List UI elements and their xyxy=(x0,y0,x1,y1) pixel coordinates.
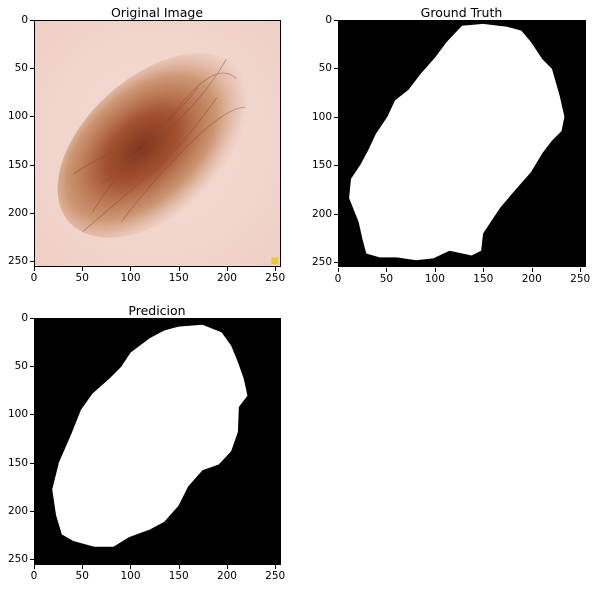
y-tick-label: 0 xyxy=(21,14,28,26)
x-tick-label: 0 xyxy=(30,272,38,284)
prediction-mask xyxy=(35,319,280,564)
y-tick-mark xyxy=(30,559,34,561)
y-tick-label: 50 xyxy=(318,62,332,75)
x-tick-mark xyxy=(386,268,388,272)
ground-truth-mask xyxy=(339,21,585,266)
panel-title-ground-truth: Ground Truth xyxy=(420,5,503,20)
y-tick-mark xyxy=(30,116,34,118)
lesion-texture xyxy=(73,59,246,232)
x-tick-mark xyxy=(82,267,84,271)
y-tick-label: 100 xyxy=(7,408,28,421)
y-tick-label: 200 xyxy=(7,504,28,517)
y-tick-label: 50 xyxy=(14,62,28,75)
x-tick-mark xyxy=(34,565,35,569)
y-tick-mark xyxy=(30,510,34,512)
x-tick-mark xyxy=(130,565,132,569)
y-tick-mark xyxy=(30,462,34,464)
x-tick-label: 50 xyxy=(379,273,394,285)
x-tick-mark xyxy=(178,267,180,271)
y-tick-label: 150 xyxy=(311,159,332,172)
y-tick-mark xyxy=(30,164,34,166)
y-tick-mark xyxy=(30,20,34,21)
x-tick-mark xyxy=(130,267,132,271)
x-tick-mark xyxy=(434,268,436,272)
panel-title-original: Original Image xyxy=(110,5,204,20)
x-tick-label: 150 xyxy=(168,272,189,284)
x-tick-label: 100 xyxy=(120,570,141,582)
y-tick-mark xyxy=(334,116,338,118)
x-tick-mark xyxy=(226,267,228,271)
x-tick-label: 200 xyxy=(216,272,237,284)
y-tick-label: 0 xyxy=(325,14,332,26)
x-tick-label: 250 xyxy=(570,273,591,285)
y-tick-label: 250 xyxy=(311,256,332,269)
x-tick-mark xyxy=(34,267,35,271)
x-tick-label: 100 xyxy=(424,273,445,285)
x-tick-mark xyxy=(178,565,180,569)
x-tick-label: 150 xyxy=(473,273,494,285)
x-tick-label: 250 xyxy=(265,570,286,582)
yellow-marker xyxy=(271,257,279,265)
y-tick-mark xyxy=(30,318,34,319)
y-tick-mark xyxy=(30,366,34,368)
ground-truth-frame xyxy=(338,20,586,267)
x-tick-mark xyxy=(275,565,277,569)
x-tick-label: 200 xyxy=(216,570,237,582)
x-tick-label: 0 xyxy=(334,273,342,285)
y-tick-mark xyxy=(30,68,34,70)
panel-title-prediction: Predicion xyxy=(128,303,186,318)
x-tick-label: 0 xyxy=(30,570,38,582)
original-image-frame xyxy=(34,20,281,267)
y-tick-label: 200 xyxy=(7,206,28,219)
original-image xyxy=(35,21,280,266)
prediction-frame xyxy=(34,318,281,565)
x-tick-label: 200 xyxy=(521,273,542,285)
x-tick-mark xyxy=(226,565,228,569)
y-tick-label: 200 xyxy=(311,207,332,220)
y-tick-mark xyxy=(30,414,34,416)
x-tick-mark xyxy=(82,565,84,569)
y-tick-mark xyxy=(334,165,338,167)
x-tick-label: 100 xyxy=(120,272,141,284)
y-tick-label: 0 xyxy=(21,312,28,324)
y-tick-label: 50 xyxy=(14,360,28,373)
x-tick-mark xyxy=(531,268,533,272)
x-tick-label: 250 xyxy=(265,272,286,284)
x-tick-label: 50 xyxy=(75,570,89,582)
y-tick-label: 250 xyxy=(7,553,28,566)
x-tick-label: 50 xyxy=(75,272,89,284)
x-tick-mark xyxy=(338,268,339,272)
y-tick-label: 150 xyxy=(7,456,28,469)
y-tick-mark xyxy=(30,212,34,214)
y-tick-mark xyxy=(334,68,338,70)
prediction-region xyxy=(52,324,248,547)
y-tick-mark xyxy=(334,213,338,215)
x-tick-label: 150 xyxy=(168,570,189,582)
ground-truth-region xyxy=(349,23,565,261)
y-tick-label: 100 xyxy=(311,110,332,123)
y-tick-mark xyxy=(334,262,338,264)
x-tick-mark xyxy=(483,268,485,272)
y-tick-mark xyxy=(334,20,338,21)
y-tick-label: 150 xyxy=(7,158,28,171)
y-tick-mark xyxy=(30,261,34,263)
x-tick-mark xyxy=(275,267,277,271)
x-tick-mark xyxy=(580,268,582,272)
y-tick-label: 250 xyxy=(7,255,28,268)
y-tick-label: 100 xyxy=(7,110,28,123)
